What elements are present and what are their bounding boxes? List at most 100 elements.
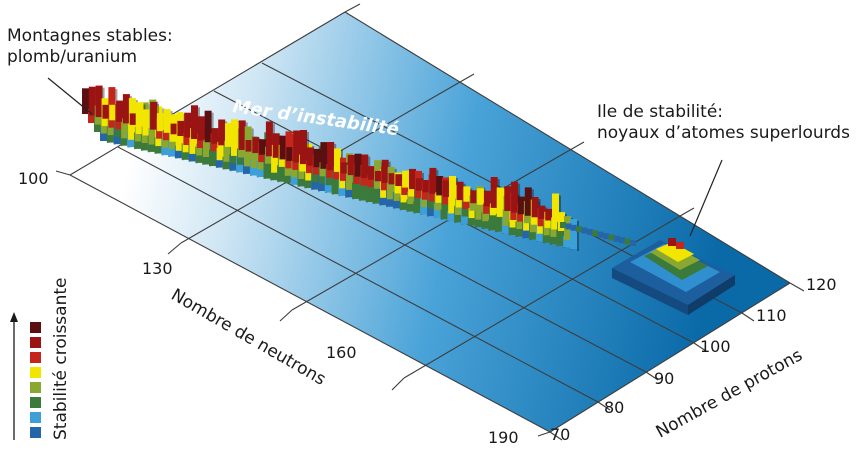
nuclide-column (477, 188, 485, 205)
nuclide-tail-block (613, 235, 620, 242)
nuclide-column (340, 162, 348, 174)
nuclide-column (483, 190, 491, 207)
nuclide-column (536, 222, 544, 234)
nuclide-column (270, 169, 278, 181)
legend-swatch (30, 367, 41, 378)
nuclide-column (538, 205, 546, 219)
nuclide-column (211, 128, 219, 144)
proton-tick-120: 120 (806, 275, 837, 294)
nuclide-column (203, 139, 211, 150)
nuclide-column (347, 154, 355, 176)
mountains-annotation-line-1: Montagnes stables: (7, 26, 173, 46)
nuclide-column (447, 210, 455, 221)
nuclide-column (415, 178, 423, 191)
legend-swatch (30, 322, 41, 333)
nuclide-column (82, 88, 89, 114)
nuclide-column (463, 186, 471, 202)
nuclide-tail-block (624, 238, 631, 245)
nuclide-column (109, 104, 117, 121)
nuclide-column (252, 137, 260, 154)
grid (55, 3, 805, 441)
nuclide-tail-block (560, 222, 566, 228)
nuclide-tail-block (586, 228, 593, 235)
nuclide-column (402, 170, 410, 188)
stability-legend: Stabilité croissante (10, 278, 71, 440)
legend-swatch (30, 337, 41, 348)
nuclide-column (129, 113, 137, 125)
nuclide-column (483, 203, 491, 214)
mountains-annotation-line-2: plomb/uranium (7, 47, 138, 67)
neutron-tick-130: 130 (142, 259, 173, 278)
nuclide-column (551, 217, 559, 230)
nuclide-column (449, 184, 457, 199)
nuclide-column (88, 86, 96, 116)
nuclide-column (508, 222, 516, 235)
nuclide-column (204, 110, 212, 143)
legend-swatch (30, 427, 41, 438)
nuclide-column (100, 128, 107, 141)
legend-swatch (30, 397, 41, 408)
nuclide-column (163, 109, 171, 133)
nuclide-column (177, 120, 185, 136)
nuclide-column (497, 188, 505, 210)
nuclide-column (368, 166, 376, 180)
nuclide-column (116, 100, 124, 122)
nuclide-column (570, 219, 577, 249)
nuclide-column (283, 170, 291, 184)
nuclide-column (366, 184, 374, 195)
nuclide-column (395, 174, 403, 186)
neutron-tick-100: 100 (18, 169, 49, 188)
nuclide-column (489, 203, 497, 216)
nuclide-column (326, 164, 334, 178)
nuclide-column (413, 200, 421, 213)
proton-tick-110: 110 (756, 306, 787, 325)
nuclide-column (443, 180, 450, 197)
nuclide-column (174, 145, 182, 159)
nuclide-column (333, 166, 341, 180)
nuclide-column (156, 113, 164, 132)
nuclide-column (531, 197, 539, 218)
nuclide-column-shadow (559, 195, 561, 224)
nuclide-column (327, 142, 335, 171)
nuclide-column (468, 208, 476, 219)
nuclide-tail-block (576, 226, 583, 233)
nuclide-column (231, 122, 239, 149)
nuclide-column (238, 120, 246, 150)
nuclide-column (313, 148, 321, 168)
nuclide-column (388, 173, 396, 185)
nuclide-tail-block (597, 231, 604, 238)
nuclide-column (409, 168, 416, 190)
nuclide-column (320, 142, 328, 169)
nuclide-column (393, 190, 401, 201)
nuclide-column (429, 167, 437, 194)
nuclide-column (334, 148, 341, 172)
nuclide-tail-block (592, 230, 599, 237)
nuclide-tail-block (581, 227, 588, 234)
nuclide-column (175, 137, 183, 151)
nuclide-column (504, 186, 512, 211)
nuclide-column (435, 192, 443, 203)
legend-swatch (30, 382, 41, 393)
nuclide-column (436, 176, 444, 196)
island-of-stability (612, 238, 735, 315)
nuclide-column (563, 235, 571, 248)
nuclide-column (290, 173, 298, 185)
nuclide-column (184, 112, 192, 138)
nuclide-column (102, 104, 110, 119)
nuclide-column (511, 181, 519, 213)
nuclide-column (367, 175, 375, 188)
proton-tick-70: 70 (550, 425, 570, 444)
nuclide-column (196, 143, 204, 156)
nuclide-column (433, 203, 441, 218)
nuclide-column (216, 147, 224, 161)
nuclide-column (150, 101, 158, 130)
nuclide-column (272, 133, 280, 158)
nuclide-column (406, 199, 414, 212)
proton-tick-100: 100 (700, 337, 731, 356)
nuclide-column (300, 130, 307, 165)
nuclide-column (488, 219, 496, 231)
nuclide-column (524, 187, 532, 216)
island-leader-line (689, 159, 723, 237)
nuclide-column (217, 141, 225, 153)
